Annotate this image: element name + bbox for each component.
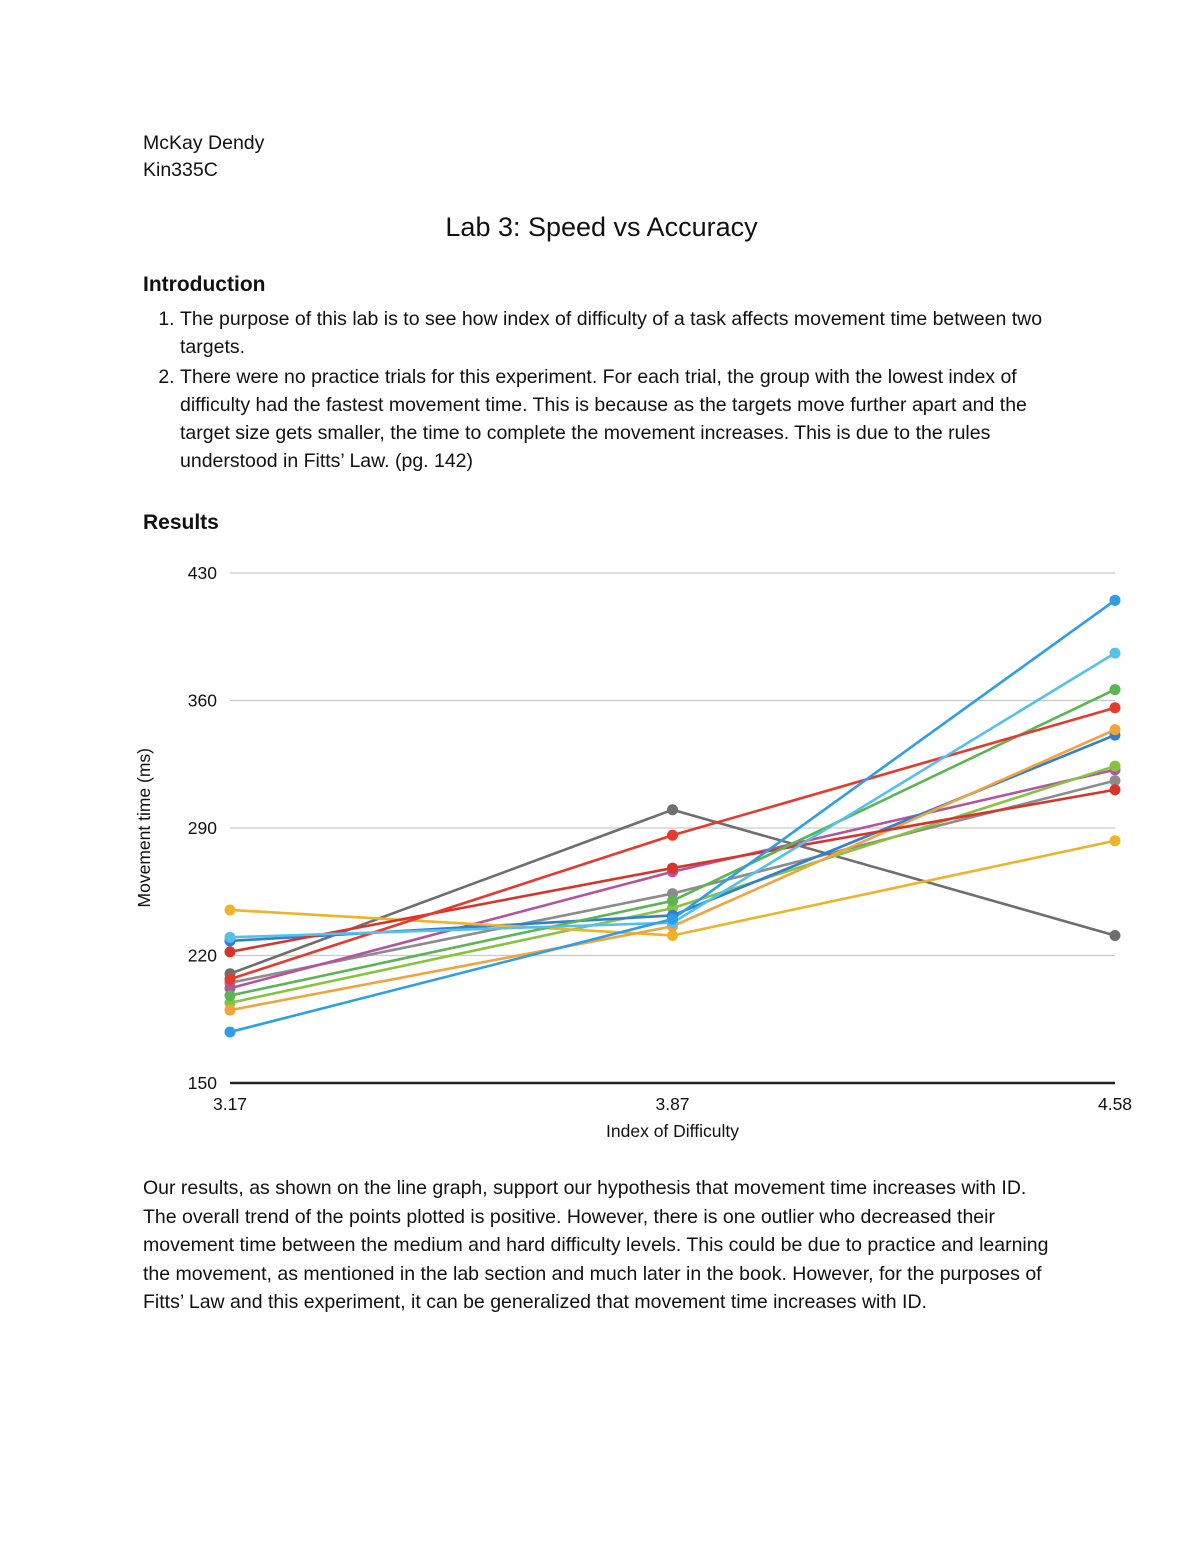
y-tick-label: 290 <box>188 818 217 838</box>
chart-data-point <box>224 1026 236 1038</box>
chart-data-point <box>224 1004 236 1016</box>
chart-data-point <box>667 895 678 907</box>
chart-data-point <box>1109 929 1121 941</box>
author-name: McKay Dendy <box>143 132 265 154</box>
chart-data-point <box>1109 594 1121 606</box>
chart-data-point <box>224 990 236 1002</box>
chart-canvas: 150 220 290 360 430 3.17 3.87 4.58 <box>188 563 1132 1114</box>
y-tick-label: 360 <box>188 691 217 711</box>
document-header: McKay Dendy Kin335C <box>143 130 1060 184</box>
chart-data-point <box>667 804 678 816</box>
results-line-chart: Movement time (ms) 150 220 290 360 430 3.17 3.… <box>134 561 1132 1142</box>
y-tick-label: 150 <box>188 1073 217 1093</box>
chart-data-point <box>667 862 678 874</box>
introduction-heading: Introduction <box>143 273 266 296</box>
chart-data-point <box>1109 784 1121 796</box>
chart-data-point <box>224 904 236 916</box>
chart-data-point <box>667 829 678 841</box>
x-tick-label: 3.87 <box>655 1094 689 1114</box>
course-code: Kin335C <box>143 159 218 181</box>
chart-data-point <box>1109 835 1121 847</box>
chart-data-point <box>224 931 236 943</box>
chart-data-point <box>1109 760 1121 772</box>
chart-data-point <box>667 913 678 925</box>
x-tick-label: 3.17 <box>213 1094 247 1114</box>
chart-data-point <box>1109 724 1121 736</box>
y-tick-label: 430 <box>188 563 217 583</box>
x-axis-title: Index of Difficulty <box>606 1121 739 1141</box>
chart-data-point <box>1109 775 1121 787</box>
introduction-item-1: The purpose of this lab is to see how in… <box>180 305 1048 361</box>
chart-data-point <box>1109 647 1121 659</box>
chart-data-point <box>224 973 236 985</box>
introduction-item-2: There were no practice trials for this e… <box>180 363 1048 475</box>
discussion-paragraph: Our results, as shown on the line graph,… <box>143 1177 1049 1313</box>
x-tick-label: 4.58 <box>1098 1094 1132 1114</box>
y-tick-label: 220 <box>188 946 217 966</box>
y-axis-title: Movement time (ms) <box>134 748 154 908</box>
results-heading: Results <box>143 511 219 534</box>
introduction-list: The purpose of this lab is to see how in… <box>143 305 1048 475</box>
chart-data-point <box>1109 684 1121 696</box>
chart-data-point <box>224 946 236 958</box>
y-axis-title-box: Movement time (ms) <box>134 573 155 1083</box>
document-page: McKay Dendy Kin335C Lab 3: Speed vs Accu… <box>0 0 1200 1317</box>
document-title: Lab 3: Speed vs Accuracy <box>445 212 758 242</box>
chart-data-point <box>1109 702 1121 714</box>
chart-data-point <box>667 929 678 941</box>
